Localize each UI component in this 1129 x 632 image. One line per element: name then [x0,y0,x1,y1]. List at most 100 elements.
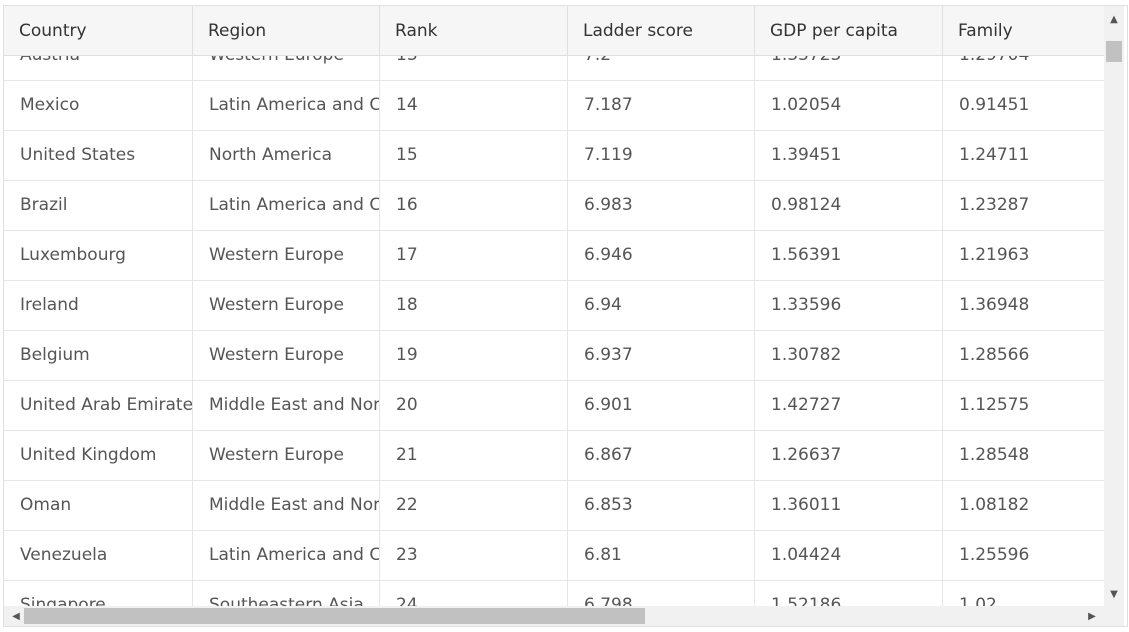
cell-rank[interactable]: 17 [380,231,568,281]
vertical-scrollbar[interactable]: ▲ ▼ [1104,6,1124,606]
cell-gdp-per-capita[interactable]: 1.30782 [755,331,943,381]
cell-family[interactable]: 1.02 [959,595,997,606]
column-header-country[interactable]: Country [4,6,193,56]
cell-family[interactable]: 1.28566 [959,345,1030,365]
cell-ladder-score[interactable]: 6.901 [568,381,755,431]
horizontal-scroll-thumb[interactable] [24,608,645,624]
cell-country[interactable]: Oman [4,481,193,531]
cell-country[interactable]: Brazil [4,181,193,231]
cell-ladder-score[interactable]: 6.946 [568,231,755,281]
table-row[interactable]: Ireland Western Europe 18 6.94 1.33596 1.3694… [4,281,1104,331]
cell-country[interactable]: Ireland [4,281,193,331]
cell-family[interactable]: 0.91451 [959,95,1030,115]
table-row[interactable]: AustriaWestern Europe137.21.337231.29704 [4,56,1104,81]
cell-gdp-per-capita[interactable]: 1.26637 [755,431,943,481]
cell-rank[interactable]: 14 [380,81,568,131]
cell-country[interactable]: United Kingdom [4,431,193,481]
cell-ladder-score[interactable]: 7.119 [568,131,755,181]
cell-gdp-per-capita[interactable]: 1.52186 [755,581,943,606]
scroll-down-icon[interactable]: ▼ [1110,588,1118,600]
cell-rank[interactable]: 23 [380,531,568,581]
cell-gdp-per-capita[interactable]: 1.42727 [755,381,943,431]
cell-rank[interactable]: 19 [380,331,568,381]
cell-ladder-score[interactable]: 6.81 [568,531,755,581]
cell-ladder-score[interactable]: 6.798 [568,581,755,606]
cell-region[interactable]: Middle East and Northern Africa [193,381,380,431]
cell-gdp-per-capita[interactable]: 1.56391 [755,231,943,281]
column-header-rank[interactable]: Rank [380,6,568,56]
cell-country[interactable]: United States [4,131,193,181]
cell-gdp-per-capita[interactable]: 1.39451 [755,131,943,181]
cell-region[interactable]: Western Europe [193,431,380,481]
cell-country[interactable]: Mexico [4,81,193,131]
horizontal-scrollbar[interactable]: ◀ ▶ [4,606,1104,626]
cell-rank[interactable]: 15 [380,131,568,181]
cell-region[interactable]: Latin America and Caribbean [193,181,380,231]
scroll-up-icon[interactable]: ▲ [1110,13,1118,25]
cell-gdp-per-capita[interactable]: 1.04424 [755,531,943,581]
table-row[interactable]: United Kingdom Western Europe 21 6.867 1.266… [4,431,1104,481]
cell-rank[interactable]: 16 [380,181,568,231]
scrollbar-corner [1104,606,1124,626]
scroll-left-icon[interactable]: ◀ [12,610,20,622]
vertical-scroll-thumb[interactable] [1106,41,1122,62]
column-header-ladder-score[interactable]: Ladder score [568,6,755,56]
column-header-region[interactable]: Region [193,6,380,56]
cell-family[interactable]: 1.23287 [959,195,1030,215]
cell-country[interactable]: Austria [4,56,193,81]
cell-region[interactable]: Latin America and Caribbean [193,531,380,581]
cell-rank[interactable]: 13 [380,56,568,81]
cell-region[interactable]: Middle East and Northern Africa [193,481,380,531]
cell-family[interactable]: 1.28548 [959,445,1030,465]
cell-region[interactable]: Western Europe [193,231,380,281]
cell-country[interactable]: Venezuela [4,531,193,581]
cell-region[interactable]: Western Europe [193,331,380,381]
cell-rank[interactable]: 18 [380,281,568,331]
cell-country[interactable]: Belgium [4,331,193,381]
cell-ladder-score[interactable]: 7.187 [568,81,755,131]
cell-region[interactable]: North America [193,131,380,181]
table-row[interactable]: Belgium Western Europe 19 6.937 1.30782 1.285… [4,331,1104,381]
cell-ladder-score[interactable]: 6.867 [568,431,755,481]
cell-ladder-score[interactable]: 6.937 [568,331,755,381]
cell-family[interactable]: 1.36948 [959,295,1030,315]
cell-gdp-per-capita[interactable]: 1.33596 [755,281,943,331]
cell-rank[interactable]: 24 [380,581,568,606]
cell-rank[interactable]: 22 [380,481,568,531]
cell-gdp-per-capita[interactable]: 1.33723 [755,56,943,81]
column-header-family[interactable]: Family [958,21,1013,41]
table-row[interactable]: United States North America 15 7.119 1.39451… [4,131,1104,181]
data-grid: Country Region Rank Ladder score GDP per… [3,5,1128,627]
table-row[interactable]: Luxembourg Western Europe 17 6.946 1.56391 1.… [4,231,1104,281]
cell-gdp-per-capita[interactable]: 1.02054 [755,81,943,131]
cell-region[interactable]: Western Europe [193,281,380,331]
cell-gdp-per-capita[interactable]: 0.98124 [755,181,943,231]
cell-country[interactable]: Singapore [4,581,193,606]
cell-country[interactable]: United Arab Emirates [4,381,193,431]
table-row[interactable]: Singapore Southeastern Asia 24 6.798 1.52186… [4,581,1104,606]
cell-country[interactable]: Luxembourg [4,231,193,281]
cell-region[interactable]: Western Europe [193,56,380,81]
column-header-gdp-per-capita[interactable]: GDP per capita [755,6,943,56]
cell-region[interactable]: Latin America and Caribbean [193,81,380,131]
cell-family[interactable]: 1.29704 [943,56,1104,81]
cell-ladder-score[interactable]: 6.983 [568,181,755,231]
cell-family[interactable]: 1.08182 [959,495,1030,515]
cell-region[interactable]: Southeastern Asia [193,581,380,606]
scroll-right-icon[interactable]: ▶ [1088,610,1096,622]
cell-ladder-score[interactable]: 7.2 [568,56,755,81]
cell-rank[interactable]: 20 [380,381,568,431]
cell-family[interactable]: 1.24711 [959,145,1030,165]
cell-ladder-score[interactable]: 6.94 [568,281,755,331]
cell-rank[interactable]: 21 [380,431,568,481]
cell-family[interactable]: 1.12575 [959,395,1030,415]
cell-family[interactable]: 1.21963 [959,245,1030,265]
cell-gdp-per-capita[interactable]: 1.36011 [755,481,943,531]
cell-ladder-score[interactable]: 6.853 [568,481,755,531]
cell-family[interactable]: 1.25596 [959,545,1030,565]
